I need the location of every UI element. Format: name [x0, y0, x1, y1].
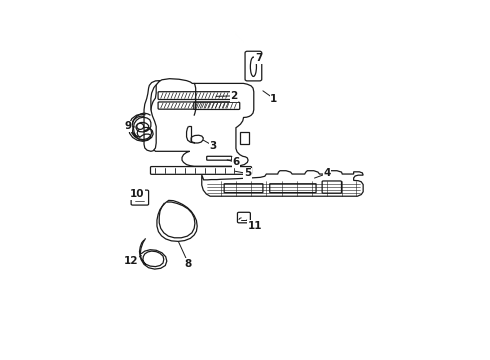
Text: 7: 7: [255, 53, 263, 63]
FancyBboxPatch shape: [238, 212, 250, 223]
FancyBboxPatch shape: [270, 184, 316, 193]
Polygon shape: [157, 201, 197, 242]
Text: 9: 9: [124, 121, 131, 131]
Text: 10: 10: [130, 189, 145, 199]
Polygon shape: [151, 79, 254, 166]
FancyBboxPatch shape: [150, 167, 251, 174]
Polygon shape: [144, 81, 160, 151]
Text: 12: 12: [124, 256, 139, 266]
Text: 1: 1: [270, 94, 277, 104]
Text: 11: 11: [247, 221, 262, 231]
FancyBboxPatch shape: [194, 102, 240, 109]
FancyBboxPatch shape: [207, 156, 232, 160]
Ellipse shape: [250, 57, 256, 76]
Text: 3: 3: [210, 141, 217, 151]
FancyBboxPatch shape: [158, 102, 233, 109]
Text: 6: 6: [232, 157, 240, 167]
FancyBboxPatch shape: [224, 184, 263, 193]
Text: 4: 4: [323, 168, 331, 179]
Text: 2: 2: [230, 91, 238, 101]
Polygon shape: [202, 171, 363, 196]
Text: 5: 5: [244, 168, 251, 179]
FancyBboxPatch shape: [241, 132, 249, 144]
FancyBboxPatch shape: [245, 51, 262, 81]
FancyBboxPatch shape: [322, 181, 342, 193]
FancyBboxPatch shape: [158, 92, 233, 99]
FancyBboxPatch shape: [131, 190, 148, 205]
Ellipse shape: [137, 123, 144, 129]
Text: 8: 8: [185, 258, 192, 269]
